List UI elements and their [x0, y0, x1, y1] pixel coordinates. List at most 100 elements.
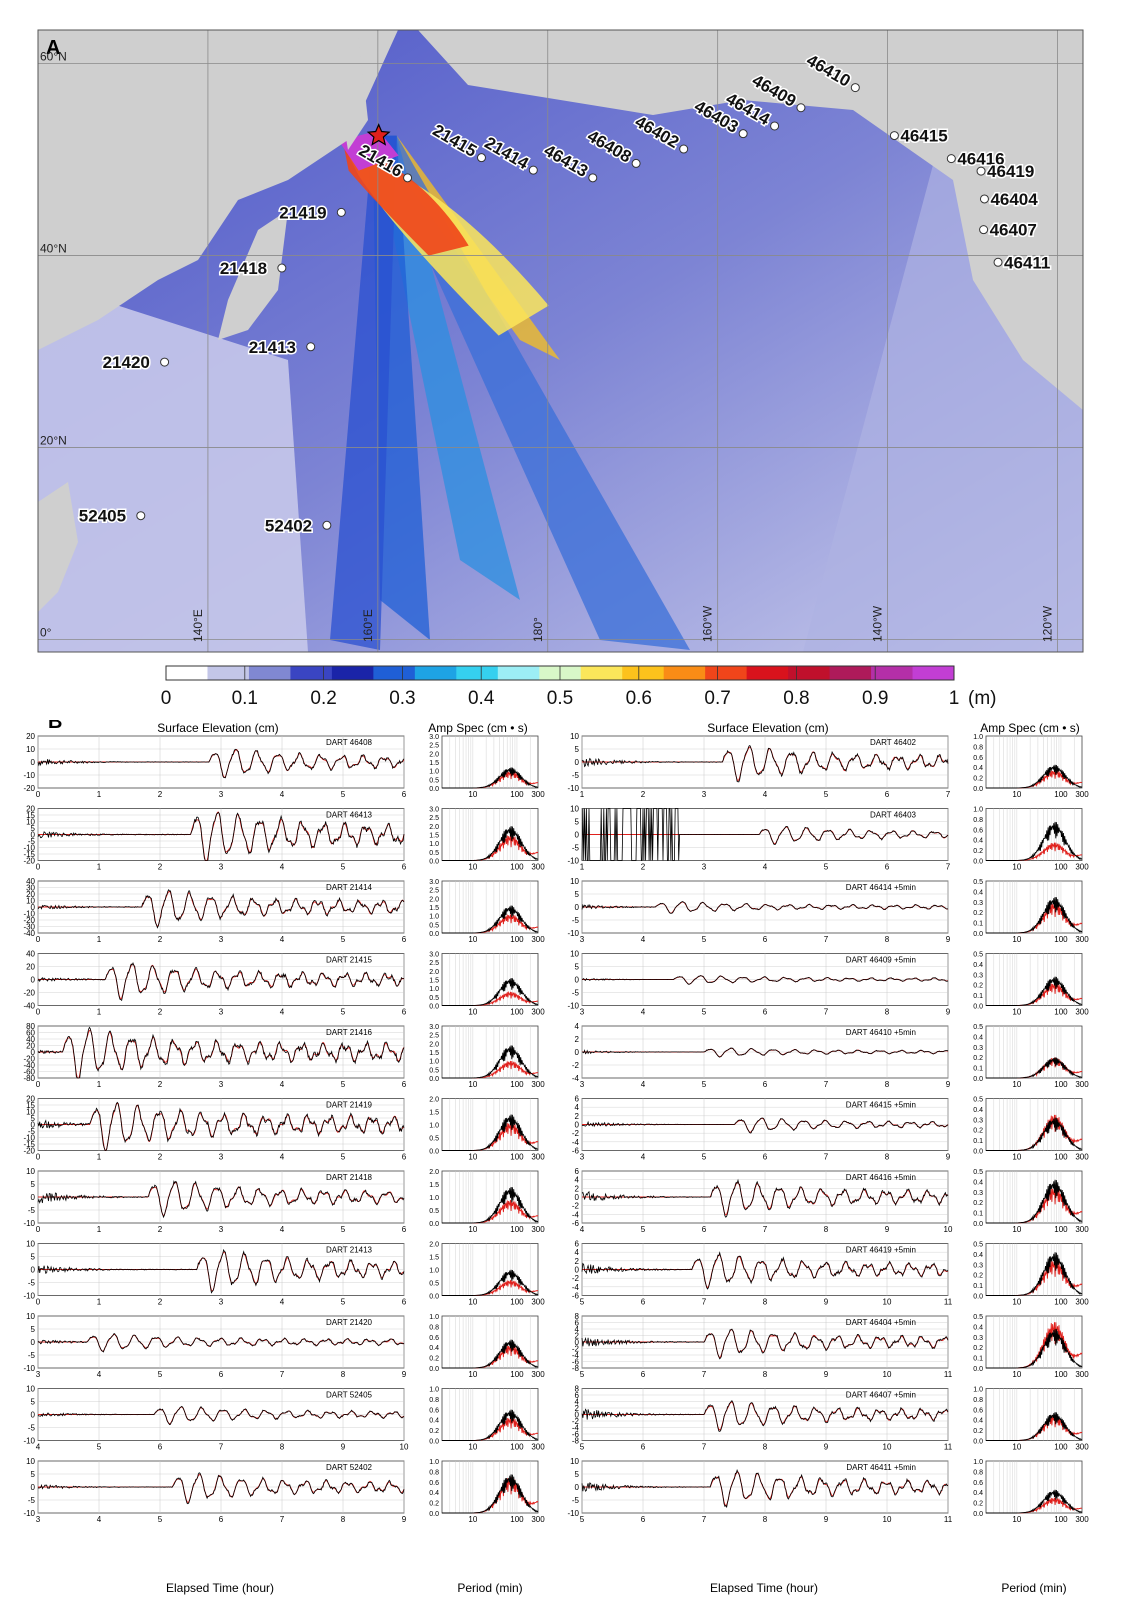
- spec-ytick-label: 0.6: [973, 755, 983, 762]
- ts-ytick-label: 5: [31, 1398, 36, 1407]
- ts-xtick-label: 0: [36, 863, 41, 872]
- spec-xtick-label: 300: [531, 1370, 545, 1379]
- spec-frame: [985, 1388, 1083, 1441]
- spec-frame: [985, 1098, 1083, 1151]
- ts-ytick-label: -20: [23, 1147, 35, 1156]
- colorbar-tick-label: 0.7: [704, 688, 730, 709]
- spec-ytick-label: 0.4: [429, 1490, 439, 1497]
- ts-xtick-label: 2: [641, 790, 646, 799]
- spec-ytick-label: 1.5: [429, 760, 439, 767]
- spec-ytick-label: 0.0: [429, 1149, 439, 1156]
- spec-ytick-label: 0.5: [973, 952, 983, 959]
- colorbar-tick-label: 0.1: [232, 688, 258, 709]
- ts-ytick-label: 10: [570, 732, 579, 741]
- ts-ytick-label: 5: [575, 963, 580, 972]
- observed-spectrum: [442, 1409, 539, 1441]
- spec-plot-DART-21418: 0.0 0.5 1.0 1.5 2.0 10 100 300: [429, 1169, 545, 1234]
- spec-xtick-label: 300: [1075, 1080, 1089, 1089]
- station-marker-46402: [679, 144, 689, 154]
- ts-xtick-label: 6: [763, 935, 768, 944]
- ts-xtick-label: 0: [36, 790, 41, 799]
- spec-ytick-label: 2.0: [429, 1169, 439, 1176]
- colorbar-segment: [373, 666, 416, 680]
- ts-xtick-label: 11: [944, 1443, 953, 1452]
- ts-xtick-label: 6: [402, 1080, 407, 1089]
- observed-waveform: [37, 1405, 405, 1426]
- spec-xtick-label: 300: [1075, 1298, 1089, 1307]
- spec-plot-DART-21416: 0.0 0.51.0 1.5 2.02.5 3.0 10 100 300: [429, 1024, 545, 1089]
- map-frame: [37, 29, 1084, 653]
- spec-plot-DART-52405: 0.0 0.2 0.4 0.6 0.8 1.0 10 100 300: [429, 1387, 545, 1452]
- spec-xtick-label: 100: [510, 1008, 524, 1017]
- ts-xtick-label: 6: [885, 790, 890, 799]
- ts-ytick-label: 5: [31, 1253, 36, 1262]
- ts-xtick-label: 4: [641, 1008, 646, 1017]
- ts-ytick-label: -5: [28, 1351, 36, 1360]
- ts-xtick-label: 1: [97, 863, 102, 872]
- ts-ytick-label: -5: [572, 916, 580, 925]
- ts-xtick-label: 6: [641, 1370, 646, 1379]
- spec-frame: [441, 953, 539, 1006]
- ts-xtick-label: 10: [944, 1225, 953, 1234]
- ts-ytick-label: -2: [572, 1202, 580, 1211]
- spec-xtick-label: 300: [531, 1080, 545, 1089]
- spec-ytick-label: 0.8: [429, 1397, 439, 1404]
- ts-ytick-label: -10: [23, 1437, 35, 1446]
- ts-ytick-label: -40: [23, 929, 35, 938]
- ts-xtick-label: 1: [97, 1225, 102, 1234]
- spec-ytick-label: 2.5: [429, 960, 439, 967]
- spec-xtick-label: 10: [1012, 1515, 1021, 1524]
- observed-spectrum: [986, 1412, 1083, 1441]
- spec-xtick-label: 10: [1012, 1008, 1021, 1017]
- spec-ytick-label: 0.8: [973, 1469, 983, 1476]
- ts-ytick-label: 10: [570, 1457, 579, 1466]
- colorbar-tick-label: 0.3: [389, 688, 415, 709]
- lon-label: 160°E: [361, 609, 375, 642]
- ts-ytick-label: 0: [575, 1411, 580, 1420]
- spec-ytick-label: 2.5: [429, 1033, 439, 1040]
- spec-ytick-label: 0.0: [973, 1221, 983, 1228]
- observed-waveform: [37, 1026, 405, 1079]
- ts-xtick-label: 7: [280, 1515, 285, 1524]
- spec-xtick-label: 100: [510, 1443, 524, 1452]
- spec-ytick-label: 0.2: [973, 1273, 983, 1280]
- map-content: [38, 30, 1083, 652]
- spec-ytick-label: 0.2: [973, 848, 983, 855]
- ts-xtick-label: 7: [702, 1443, 707, 1452]
- ts-ytick-label: 2: [575, 1257, 580, 1266]
- colorbar-tick-label: 0.5: [547, 688, 573, 709]
- spec-xtick-label: 10: [468, 1370, 477, 1379]
- ts-plot-DART-46403: 1 2 3 4 5 6 7 -10 -5 0 5 10 DART 46403: [567, 805, 950, 872]
- ts-ytick-label: -10: [567, 857, 579, 866]
- ts-xtick-label: 3: [219, 1008, 224, 1017]
- ts-ytick-label: 0: [575, 1193, 580, 1202]
- spec-ytick-label: 0.2: [973, 1501, 983, 1508]
- observed-waveform: [581, 1251, 949, 1290]
- spec-ytick-label: 0.2: [429, 1501, 439, 1508]
- spec-xtick-label: 100: [1054, 1153, 1068, 1162]
- ts-xtick-label: 8: [885, 935, 890, 944]
- colorbar-segment: [705, 666, 748, 680]
- ts-ytick-label: 0: [31, 1411, 36, 1420]
- ts-xtick-label: 5: [580, 1370, 585, 1379]
- station-label-21420: 21420: [103, 353, 150, 372]
- ts-ytick-label: 6: [575, 1240, 580, 1249]
- ts-ytick-label: -2: [572, 1129, 580, 1138]
- ts-ytick-label: 0: [575, 1483, 580, 1492]
- ts-xtick-label: 5: [341, 863, 346, 872]
- ts-ytick-label: 0: [575, 831, 580, 840]
- spec-ytick-label: 0.5: [429, 1208, 439, 1215]
- ts-plot-DART-21415: 0 1 2 3 4 5 6 -40 -20 0 20 40 DART 21415: [23, 950, 406, 1017]
- ts-xtick-label: 6: [158, 1443, 163, 1452]
- spec-xtick-label: 300: [531, 1008, 545, 1017]
- observed-spectrum: [442, 826, 539, 861]
- spec-ytick-label: 0.4: [973, 1490, 983, 1497]
- station-marker-21415: [476, 153, 486, 163]
- ts-ytick-label: -10: [23, 844, 35, 853]
- ts-xtick-label: 6: [641, 1515, 646, 1524]
- ts-xtick-label: 9: [946, 1008, 951, 1017]
- ts-ytick-label: 10: [26, 1240, 35, 1249]
- spec-ytick-label: 0.0: [973, 1004, 983, 1011]
